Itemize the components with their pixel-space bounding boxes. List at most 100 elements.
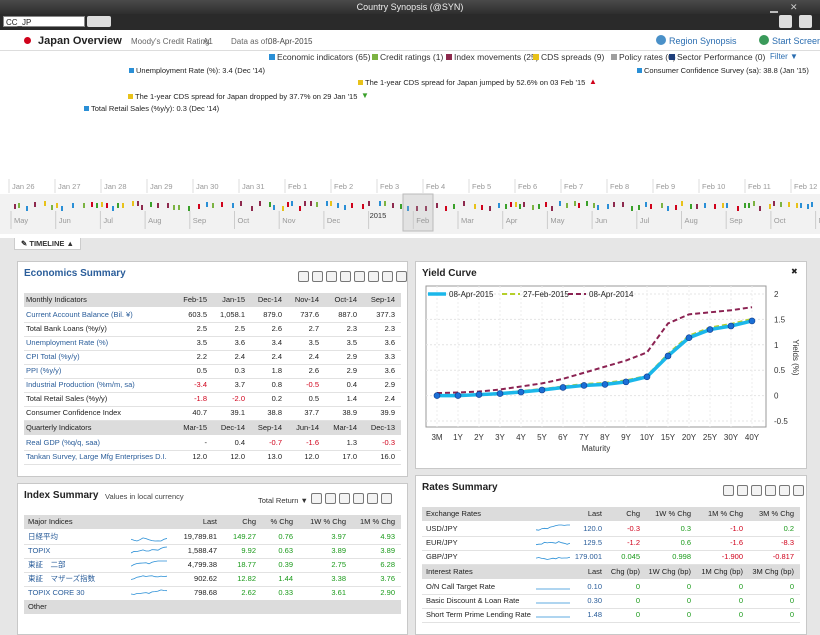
tool-icon[interactable] [737, 485, 748, 496]
row-label[interactable]: Real GDP (%q/q, saa) [26, 438, 101, 447]
legend-label[interactable]: CDS spreads (9) [541, 52, 605, 62]
overview-tick [101, 202, 103, 207]
timeline-button[interactable]: TIMELINE [29, 239, 65, 248]
overview-tick [593, 203, 595, 208]
row-label[interactable]: Tankan Survey, Large Mfg Enterprises D.I… [26, 452, 167, 461]
tool-icon[interactable] [751, 485, 762, 496]
cell-value: -1.8 [194, 394, 207, 403]
tool-icon[interactable] [353, 493, 364, 504]
cell-value: 1.44 [278, 574, 293, 583]
return-selector[interactable]: Total Return ▼ [258, 496, 308, 505]
row-label[interactable]: 東証 二部 [28, 560, 66, 569]
column-header: Quarterly Indicators [26, 423, 92, 432]
row-label[interactable]: CPI Total (%y/y) [26, 352, 80, 361]
row-label[interactable]: PPI (%y/y) [26, 366, 62, 375]
event-label[interactable]: The 1-year CDS spread for Japan dropped … [135, 92, 358, 101]
cell-value: 798.68 [194, 588, 217, 597]
overview-tick [578, 203, 580, 208]
tool-icon[interactable] [325, 493, 336, 504]
search-button[interactable] [87, 16, 111, 27]
event-label[interactable]: Unemployment Rate (%): 3.4 (Dec '14) [136, 66, 265, 75]
event-label[interactable]: The 1-year CDS spread for Japan jumped b… [365, 78, 586, 87]
legend-label[interactable]: Credit ratings (1) [380, 52, 444, 62]
overview-tick [167, 203, 169, 208]
overview-tick [638, 205, 640, 210]
tool-icon[interactable] [367, 493, 378, 504]
tool-icon[interactable] [779, 485, 790, 496]
cell-value: 377.3 [376, 310, 395, 319]
cell-value: 3.97 [331, 532, 346, 541]
series-marker [685, 334, 693, 341]
row-label[interactable]: Industrial Production (%m/m, sa) [26, 380, 135, 389]
column-header: Mar-14 [333, 423, 357, 432]
row-label: Total Bank Loans (%y/y) [26, 324, 107, 333]
toolbar: CC_JP [0, 14, 820, 30]
series-marker [475, 391, 483, 398]
legend-label[interactable]: Index movements (25) [454, 52, 539, 62]
overview-tick [559, 201, 561, 206]
overview-tick [463, 201, 465, 206]
year-label: 2015 [369, 211, 387, 220]
legend-label[interactable]: Sector Performance (0) [677, 52, 766, 62]
column-header: Mar-15 [183, 423, 207, 432]
tool-icon[interactable] [793, 485, 804, 496]
close[interactable]: ✕ [790, 2, 798, 12]
legend-label[interactable]: Economic indicators (65) [277, 52, 371, 62]
cell-value: 3.7 [234, 380, 245, 389]
overview-tick [661, 203, 663, 208]
cell-value: 3.5 [308, 338, 319, 347]
flag [24, 37, 31, 44]
table-row [24, 530, 401, 545]
tool-icon[interactable] [312, 271, 323, 282]
cell-value: 0 [789, 610, 794, 619]
cell-value: 2.4 [308, 352, 319, 361]
cell-value: 0 [635, 582, 640, 591]
tool-icon[interactable] [723, 485, 734, 496]
tool-icon[interactable] [326, 271, 337, 282]
month-label: Feb [416, 216, 430, 225]
timeline-tab[interactable]: ✎ TIMELINE ▲ [14, 238, 81, 250]
tool-icon[interactable] [382, 271, 393, 282]
start-link[interactable]: Start Screen [772, 36, 820, 46]
row-label[interactable]: 東証 マザーズ指数 [28, 574, 96, 583]
minimize[interactable] [770, 3, 778, 13]
overview-tick [273, 205, 275, 210]
overview-tick [26, 206, 28, 211]
filter-button[interactable]: Filter ▼ [770, 52, 798, 61]
event-label[interactable]: Consumer Confidence Survey (sa): 38.8 (J… [644, 66, 809, 75]
close-icon[interactable]: ✖ [791, 267, 798, 276]
x-tick-label: 4Y [516, 433, 526, 442]
ticker-input[interactable]: CC_JP [3, 16, 85, 27]
tool-icon[interactable] [340, 271, 351, 282]
series-marker [517, 388, 525, 396]
cell-value: 0.3 [680, 524, 691, 533]
cell-value: 13.0 [267, 452, 282, 461]
tool-icon[interactable] [765, 485, 776, 496]
x-tick-label: 3Y [495, 433, 505, 442]
row-label[interactable]: 日経平均 [28, 532, 58, 541]
tool-icon[interactable] [368, 271, 379, 282]
row-label[interactable]: Unemployment Rate (%) [26, 338, 109, 347]
legend-label[interactable]: Policy rates (0) [619, 52, 676, 62]
timeline-graphics [0, 179, 820, 234]
legend-swatch [446, 54, 452, 60]
refresh-button[interactable] [779, 15, 792, 28]
row-label[interactable]: TOPIX CORE 30 [28, 588, 85, 597]
overview-tick [425, 206, 427, 211]
row-label[interactable]: Current Account Balance (Bil. ¥) [26, 310, 133, 319]
tool-icon[interactable] [381, 493, 392, 504]
cell-value: 39.9 [380, 408, 395, 417]
table-row [24, 572, 401, 587]
region-link[interactable]: Region Synopsis [669, 36, 737, 46]
series-marker [622, 378, 630, 386]
tool-icon[interactable] [396, 271, 407, 282]
expand-button[interactable] [799, 15, 812, 28]
tool-icon[interactable] [311, 493, 322, 504]
tool-icon[interactable] [354, 271, 365, 282]
tool-icon[interactable] [298, 271, 309, 282]
window-title: Country Synopsis (@SYN) [356, 2, 464, 12]
timeline: Economic indicators (65) Credit ratings (… [0, 51, 820, 238]
row-label[interactable]: TOPIX [28, 546, 51, 555]
event-label[interactable]: Total Retail Sales (%y/y): 0.3 (Dec '14) [91, 104, 220, 113]
tool-icon[interactable] [339, 493, 350, 504]
